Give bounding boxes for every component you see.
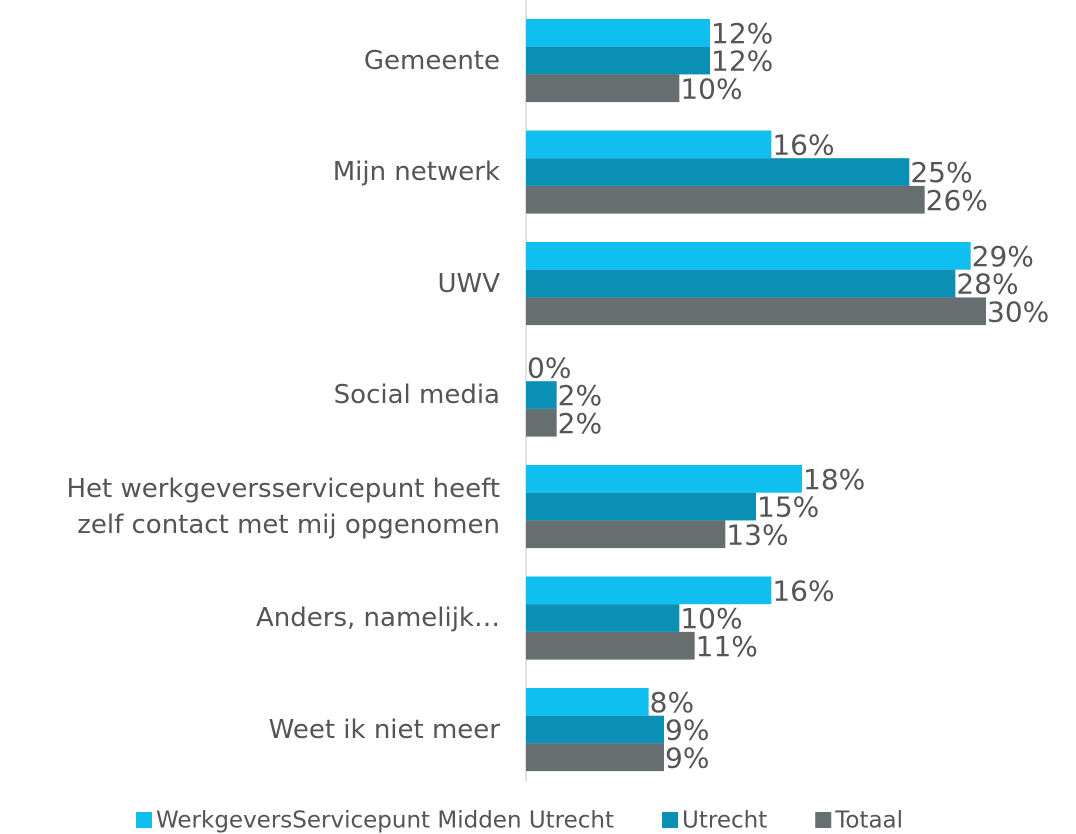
value-label: 25% [910, 156, 972, 189]
value-label: 30% [987, 295, 1049, 328]
bar [526, 19, 710, 47]
bar [526, 631, 695, 660]
legend-swatch [815, 812, 832, 828]
value-label: 10% [680, 72, 742, 105]
bar [526, 743, 664, 772]
value-label: 2% [558, 407, 602, 440]
category-label: Weet ik niet meer [268, 714, 500, 745]
bar [526, 269, 956, 298]
value-label: 18% [803, 463, 865, 496]
legend-swatch [662, 812, 679, 828]
bar [526, 604, 680, 632]
value-label: 2% [558, 379, 602, 412]
bar [526, 297, 986, 326]
bar [526, 130, 772, 159]
legend-swatch [136, 812, 152, 828]
value-label: 15% [757, 491, 819, 524]
value-label: 9% [665, 714, 709, 747]
value-label: 8% [650, 686, 694, 719]
value-label: 28% [956, 268, 1018, 301]
value-label: 11% [696, 630, 758, 663]
value-label: 9% [665, 741, 709, 774]
value-label: 29% [972, 240, 1034, 273]
legend-label: WerkgeversServicepunt Midden Utrecht [156, 808, 614, 834]
category-label: Mijn netwerk [332, 157, 500, 188]
bar [526, 242, 971, 270]
legend-label: Utrecht [682, 808, 767, 834]
bar [526, 465, 802, 493]
value-label: 13% [726, 518, 788, 551]
category-label: Het werkgeversservicepunt heeft zelf con… [66, 473, 500, 540]
value-label: 0% [527, 351, 571, 384]
bar [526, 492, 756, 521]
bar [526, 715, 664, 744]
value-label: 10% [680, 602, 742, 635]
value-label: 26% [926, 184, 988, 217]
bar [526, 158, 910, 186]
bar [526, 46, 710, 75]
bar [526, 408, 557, 437]
value-label: 16% [772, 128, 834, 161]
bar [526, 74, 680, 103]
category-label: UWV [437, 268, 500, 299]
legend-label: Totaal [834, 808, 903, 834]
value-label: 12% [711, 45, 773, 78]
bar [526, 185, 925, 214]
value-label: 16% [772, 574, 834, 607]
bar [526, 688, 649, 716]
category-label: Social media [333, 380, 500, 411]
category-label: Anders, namelijk… [256, 603, 500, 634]
bar [526, 381, 557, 409]
bar [526, 520, 726, 549]
category-label: Gemeente [363, 45, 500, 76]
bar [526, 576, 772, 605]
value-label: 12% [711, 17, 773, 50]
